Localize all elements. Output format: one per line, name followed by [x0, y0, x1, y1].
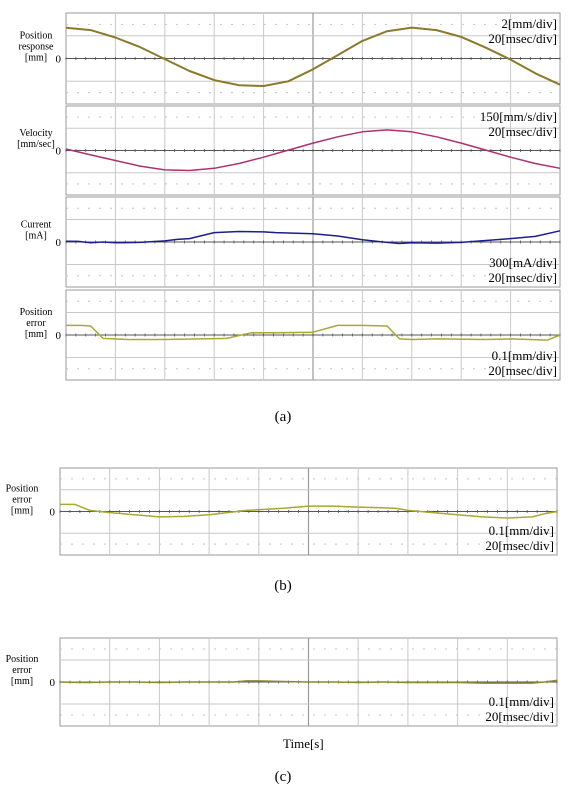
chart-a3-series-0 [65, 230, 561, 245]
chart-c-ylabel-line: error [12, 665, 32, 676]
x-axis-label: Time[s] [283, 736, 324, 751]
caption-b: (b) [274, 578, 292, 594]
chart-b-ylabel-line: Position [6, 484, 39, 495]
chart-b-zero-label: 0 [50, 507, 56, 519]
caption-a: (a) [274, 409, 292, 425]
caption-c: (c) [274, 769, 292, 785]
chart-a2-scale-label: 150[mm/s/div] [480, 109, 557, 124]
chart-b-ylabel-line: [mm] [11, 506, 33, 517]
chart-a3-ylabel-line: [mA] [25, 231, 47, 242]
chart-a3-scale-label: 20[msec/div] [488, 270, 557, 285]
chart-c-ylabel-line: Position [6, 654, 39, 665]
chart-a2-scale-label: 20[msec/div] [488, 124, 557, 139]
chart-a2-series-0 [65, 129, 561, 172]
chart-a4-ylabel-line: Position [20, 307, 53, 318]
chart-a4-scale-label: 0.1[mm/div] [492, 348, 557, 363]
chart-b-series-0 [60, 503, 558, 519]
chart-a3-scale-label: 300[mA/div] [489, 255, 557, 270]
chart-b-scale-label: 20[msec/div] [485, 538, 554, 553]
chart-a1-ylabel-line: Position [20, 31, 53, 42]
chart-b-ylabel-line: error [12, 495, 32, 506]
chart-a2-ylabel-line: [mm/sec] [17, 139, 55, 150]
chart-a1-scale-label: 2[mm/div] [501, 16, 557, 31]
chart-a4-ylabel-line: error [26, 318, 46, 329]
chart-a1-series-0 [65, 26, 561, 87]
chart-a1-ylabel-line: [mm] [25, 53, 47, 64]
chart-a4-series-0 [66, 324, 561, 341]
chart-c-scale-label: 0.1[mm/div] [489, 694, 554, 709]
chart-c-ylabel-line: [mm] [11, 676, 33, 687]
chart-a4-ylabel-line: [mm] [25, 329, 47, 340]
chart-c-zero-label: 0 [50, 677, 56, 689]
chart-b-scale-label: 0.1[mm/div] [489, 523, 554, 538]
chart-a1-ylabel-line: response [19, 42, 55, 53]
chart-a3-ylabel-line: Current [21, 220, 52, 231]
chart-a3-zero-label: 0 [56, 237, 62, 249]
chart-c-series-0 [59, 679, 558, 684]
chart-c-scale-label: 20[msec/div] [485, 709, 554, 724]
chart-a4-scale-label: 20[msec/div] [488, 363, 557, 378]
chart-a1-zero-label: 0 [56, 54, 62, 66]
chart-a2-ylabel-line: Velocity [19, 128, 52, 139]
chart-a2-zero-label: 0 [56, 146, 62, 158]
chart-a4-zero-label: 0 [56, 330, 62, 342]
chart-a1-scale-label: 20[msec/div] [488, 31, 557, 46]
